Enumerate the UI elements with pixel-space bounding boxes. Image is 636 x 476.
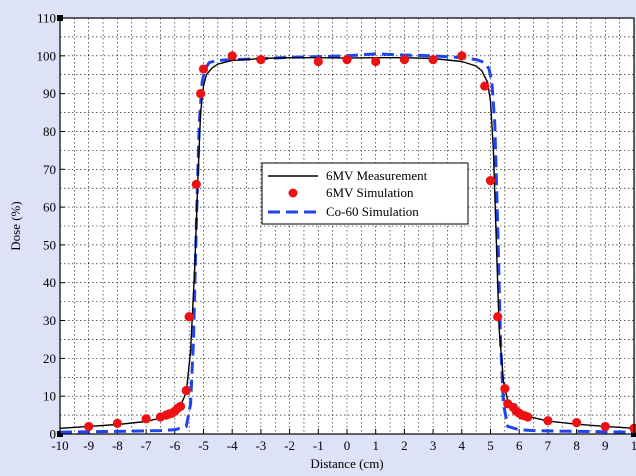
data-series [59,51,636,434]
x-tick-label: 0 [344,438,351,453]
data-point-6mv-simulation [399,55,409,65]
legend-label-measurement: 6MV Measurement [326,168,428,183]
x-tick-label: -2 [284,438,295,453]
x-tick-label: 3 [430,438,437,453]
x-tick-label: -5 [198,438,209,453]
x-tick-label: 5 [487,438,494,453]
x-tick-label: 4 [459,438,466,453]
y-tick-label: 20 [43,351,56,366]
data-point-6mv-simulation [523,412,533,422]
x-tick-label: -9 [83,438,94,453]
y-tick-label: 30 [43,313,56,328]
x-tick-label: 1 [631,438,636,453]
x-tick-label: -7 [141,438,152,453]
data-point-6mv-simulation [493,312,503,322]
data-point-6mv-simulation [313,56,323,67]
x-tick-label: 8 [573,438,580,453]
data-point-6mv-simulation [84,421,94,432]
data-point-6mv-simulation [572,418,582,428]
data-point-6mv-simulation [112,418,122,429]
tick-labels: -10 -9 -8 -7 -6 -5 -4 -3 -2 -1 0 1 2 3 4 5 6 7 8 9 101020304… [37,11,636,454]
data-point-6mv-simulation [227,51,237,61]
x-tick-label: 2 [401,438,408,453]
x-tick-label: -1 [313,438,324,453]
plot-frame [59,17,635,435]
legend-label-co60: Co-60 Simulation [326,204,419,219]
legend-label-simulation: 6MV Simulation [326,185,414,200]
data-point-6mv-simulation [371,56,381,67]
y-tick-label: 100 [37,48,57,63]
y-tick-label: 90 [43,86,56,101]
grid-lines [60,18,634,434]
x-tick-label: -8 [112,438,123,453]
data-point-6mv-simulation [543,416,553,426]
x-tick-label: 7 [545,438,552,453]
x-tick-label: 1 [372,438,379,453]
x-tick-label: 9 [602,438,609,453]
data-point-6mv-simulation [485,176,496,186]
y-tick-label: 70 [43,162,56,177]
x-tick-label: -6 [169,438,180,453]
data-point-6mv-simulation [184,312,194,322]
x-tick-label: -10 [51,438,68,453]
data-point-6mv-simulation [256,55,266,65]
x-axis-label: Distance (cm) [310,456,383,471]
data-point-6mv-simulation [457,51,467,61]
data-point-6mv-simulation [191,179,201,189]
x-tick-label: 6 [516,438,523,453]
data-point-6mv-simulation [198,64,209,74]
legend: 6MV Measurement 6MV Simulation Co-60 Sim… [261,162,469,225]
data-point-6mv-simulation [342,55,352,65]
data-point-6mv-simulation [500,384,510,394]
y-tick-label: 10 [43,389,56,404]
data-point-6mv-simulation [480,81,490,91]
y-tick-label: 80 [43,124,56,139]
x-tick-label: -4 [227,438,238,453]
y-tick-label: 50 [43,237,56,252]
y-tick-label: 110 [37,11,56,26]
data-point-6mv-simulation [175,401,186,411]
y-tick-label: 60 [43,200,56,215]
data-point-6mv-simulation [181,385,191,396]
y-axis-label: Dose (%) [8,201,23,250]
legend-swatch-simulation [288,188,298,198]
data-point-6mv-simulation [428,55,438,65]
data-point-6mv-simulation [196,89,206,99]
data-point-6mv-simulation [141,414,151,424]
x-tick-label: -3 [255,438,266,453]
y-tick-label: 40 [43,275,56,290]
data-point-6mv-simulation [600,421,610,432]
y-tick-label: 0 [50,427,57,442]
